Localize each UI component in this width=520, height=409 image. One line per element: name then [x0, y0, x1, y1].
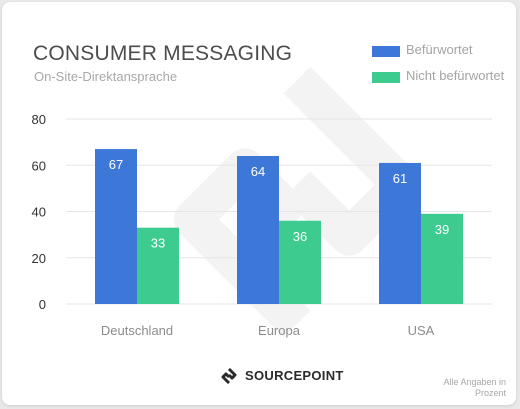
- brand-name: SOURCEPOINT: [245, 368, 344, 383]
- chart-title: CONSUMER MESSAGING: [33, 42, 293, 65]
- x-tick-label: Europa: [258, 323, 301, 338]
- bar-value-label: 33: [151, 236, 165, 251]
- legend-label: Befürwortet: [406, 42, 473, 57]
- y-tick-label: 80: [32, 112, 46, 127]
- chart-card: CONSUMER MESSAGING On-Site-Direktansprac…: [2, 2, 516, 405]
- bar-value-label: 36: [293, 229, 307, 244]
- legend-swatch: [372, 72, 400, 83]
- bar: [421, 213, 463, 304]
- bar: [237, 156, 279, 304]
- bar: [137, 227, 179, 304]
- legend-swatch: [372, 46, 400, 57]
- bar: [95, 149, 137, 304]
- y-tick-label: 60: [32, 158, 46, 173]
- bar-value-label: 67: [109, 157, 123, 172]
- y-tick-label: 20: [32, 251, 46, 266]
- bar: [279, 220, 321, 304]
- x-tick-label: Deutschland: [101, 323, 173, 338]
- footnote: Alle Angaben in Prozent: [443, 377, 506, 398]
- x-tick-label: USA: [408, 323, 435, 338]
- y-tick-label: 40: [32, 205, 46, 220]
- sourcepoint-logo-icon: [221, 368, 237, 384]
- y-tick-label: 0: [39, 297, 46, 312]
- chart-subtitle: On-Site-Direktansprache: [34, 69, 178, 84]
- bar-chart: 0 20 40 60 80 67 33 Deutschland 64 36 Europa 61 39 US…: [32, 112, 492, 338]
- legend-label: Nicht befürwortet: [406, 68, 505, 83]
- bar-value-label: 64: [251, 164, 265, 179]
- bar-value-label: 39: [435, 222, 449, 237]
- bar-value-label: 61: [393, 171, 407, 186]
- bar: [379, 162, 421, 304]
